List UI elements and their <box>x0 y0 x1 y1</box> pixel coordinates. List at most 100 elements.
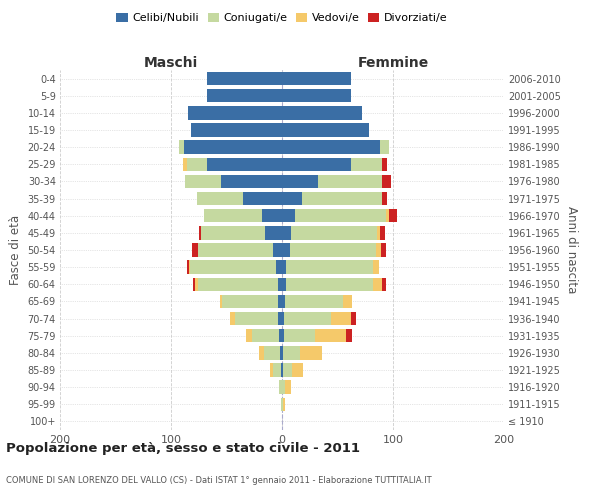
Bar <box>343 294 352 308</box>
Bar <box>235 312 278 326</box>
Bar <box>282 329 284 342</box>
Bar <box>262 209 282 222</box>
Bar <box>282 380 286 394</box>
Bar <box>197 278 278 291</box>
Bar <box>278 329 282 342</box>
Bar <box>190 260 277 274</box>
Bar <box>316 329 346 342</box>
Bar <box>282 294 286 308</box>
Y-axis label: Anni di nascita: Anni di nascita <box>565 206 578 294</box>
Bar <box>282 364 283 376</box>
Text: COMUNE DI SAN LORENZO DEL VALLO (CS) - Dati ISTAT 1° gennaio 2011 - Elaborazione: COMUNE DI SAN LORENZO DEL VALLO (CS) - D… <box>6 476 431 485</box>
Bar <box>292 364 303 376</box>
Bar <box>282 124 368 136</box>
Bar <box>270 364 273 376</box>
Bar <box>290 244 376 256</box>
Bar <box>188 106 282 120</box>
Bar <box>380 140 389 154</box>
Bar <box>281 398 282 411</box>
Bar <box>201 226 265 239</box>
Bar <box>282 106 362 120</box>
Bar <box>277 260 282 274</box>
Bar <box>346 329 352 342</box>
Legend: Celibi/Nubili, Coniugati/e, Vedovi/e, Divorziati/e: Celibi/Nubili, Coniugati/e, Vedovi/e, Di… <box>114 10 450 26</box>
Bar <box>282 174 317 188</box>
Bar <box>386 209 389 222</box>
Bar <box>282 72 351 86</box>
Bar <box>206 72 282 86</box>
Bar <box>197 192 243 205</box>
Bar <box>187 158 206 171</box>
Bar <box>206 89 282 102</box>
Bar <box>247 329 252 342</box>
Bar <box>196 278 197 291</box>
Bar <box>197 244 273 256</box>
Bar <box>282 278 286 291</box>
Bar <box>282 192 302 205</box>
Text: Maschi: Maschi <box>144 56 198 70</box>
Bar <box>286 380 291 394</box>
Bar <box>282 158 351 171</box>
Bar <box>389 209 397 222</box>
Bar <box>351 158 382 171</box>
Bar <box>282 346 283 360</box>
Bar <box>192 244 197 256</box>
Bar <box>264 346 280 360</box>
Bar <box>273 364 281 376</box>
Text: Femmine: Femmine <box>358 56 428 70</box>
Bar <box>284 312 331 326</box>
Bar <box>189 260 190 274</box>
Bar <box>191 124 282 136</box>
Bar <box>193 278 196 291</box>
Bar <box>331 312 351 326</box>
Bar <box>283 346 300 360</box>
Y-axis label: Fasce di età: Fasce di età <box>9 215 22 285</box>
Bar <box>199 226 201 239</box>
Bar <box>282 312 284 326</box>
Bar <box>286 278 373 291</box>
Bar <box>286 260 373 274</box>
Bar <box>381 244 386 256</box>
Bar <box>317 174 382 188</box>
Bar <box>382 192 388 205</box>
Bar <box>243 192 282 205</box>
Bar <box>283 364 292 376</box>
Bar <box>187 260 189 274</box>
Bar <box>282 398 283 411</box>
Bar <box>300 346 322 360</box>
Bar <box>280 346 282 360</box>
Bar <box>220 294 222 308</box>
Bar <box>222 294 278 308</box>
Bar <box>278 278 282 291</box>
Bar <box>281 364 282 376</box>
Bar <box>278 294 282 308</box>
Bar <box>183 158 187 171</box>
Bar <box>221 174 282 188</box>
Bar <box>282 209 295 222</box>
Bar <box>382 278 386 291</box>
Bar <box>382 158 388 171</box>
Text: Popolazione per età, sesso e stato civile - 2011: Popolazione per età, sesso e stato civil… <box>6 442 360 455</box>
Bar <box>204 209 262 222</box>
Bar <box>252 329 278 342</box>
Bar <box>286 294 343 308</box>
Bar <box>230 312 235 326</box>
Bar <box>278 312 282 326</box>
Bar <box>377 226 380 239</box>
Bar <box>282 140 380 154</box>
Bar <box>302 192 382 205</box>
Bar <box>351 312 356 326</box>
Bar <box>373 260 379 274</box>
Bar <box>295 209 386 222</box>
Bar <box>380 226 385 239</box>
Bar <box>283 398 286 411</box>
Bar <box>291 226 377 239</box>
Bar <box>259 346 264 360</box>
Bar <box>373 278 382 291</box>
Bar <box>376 244 381 256</box>
Bar <box>179 140 184 154</box>
Bar <box>282 260 286 274</box>
Bar <box>282 226 291 239</box>
Bar <box>206 158 282 171</box>
Bar <box>265 226 282 239</box>
